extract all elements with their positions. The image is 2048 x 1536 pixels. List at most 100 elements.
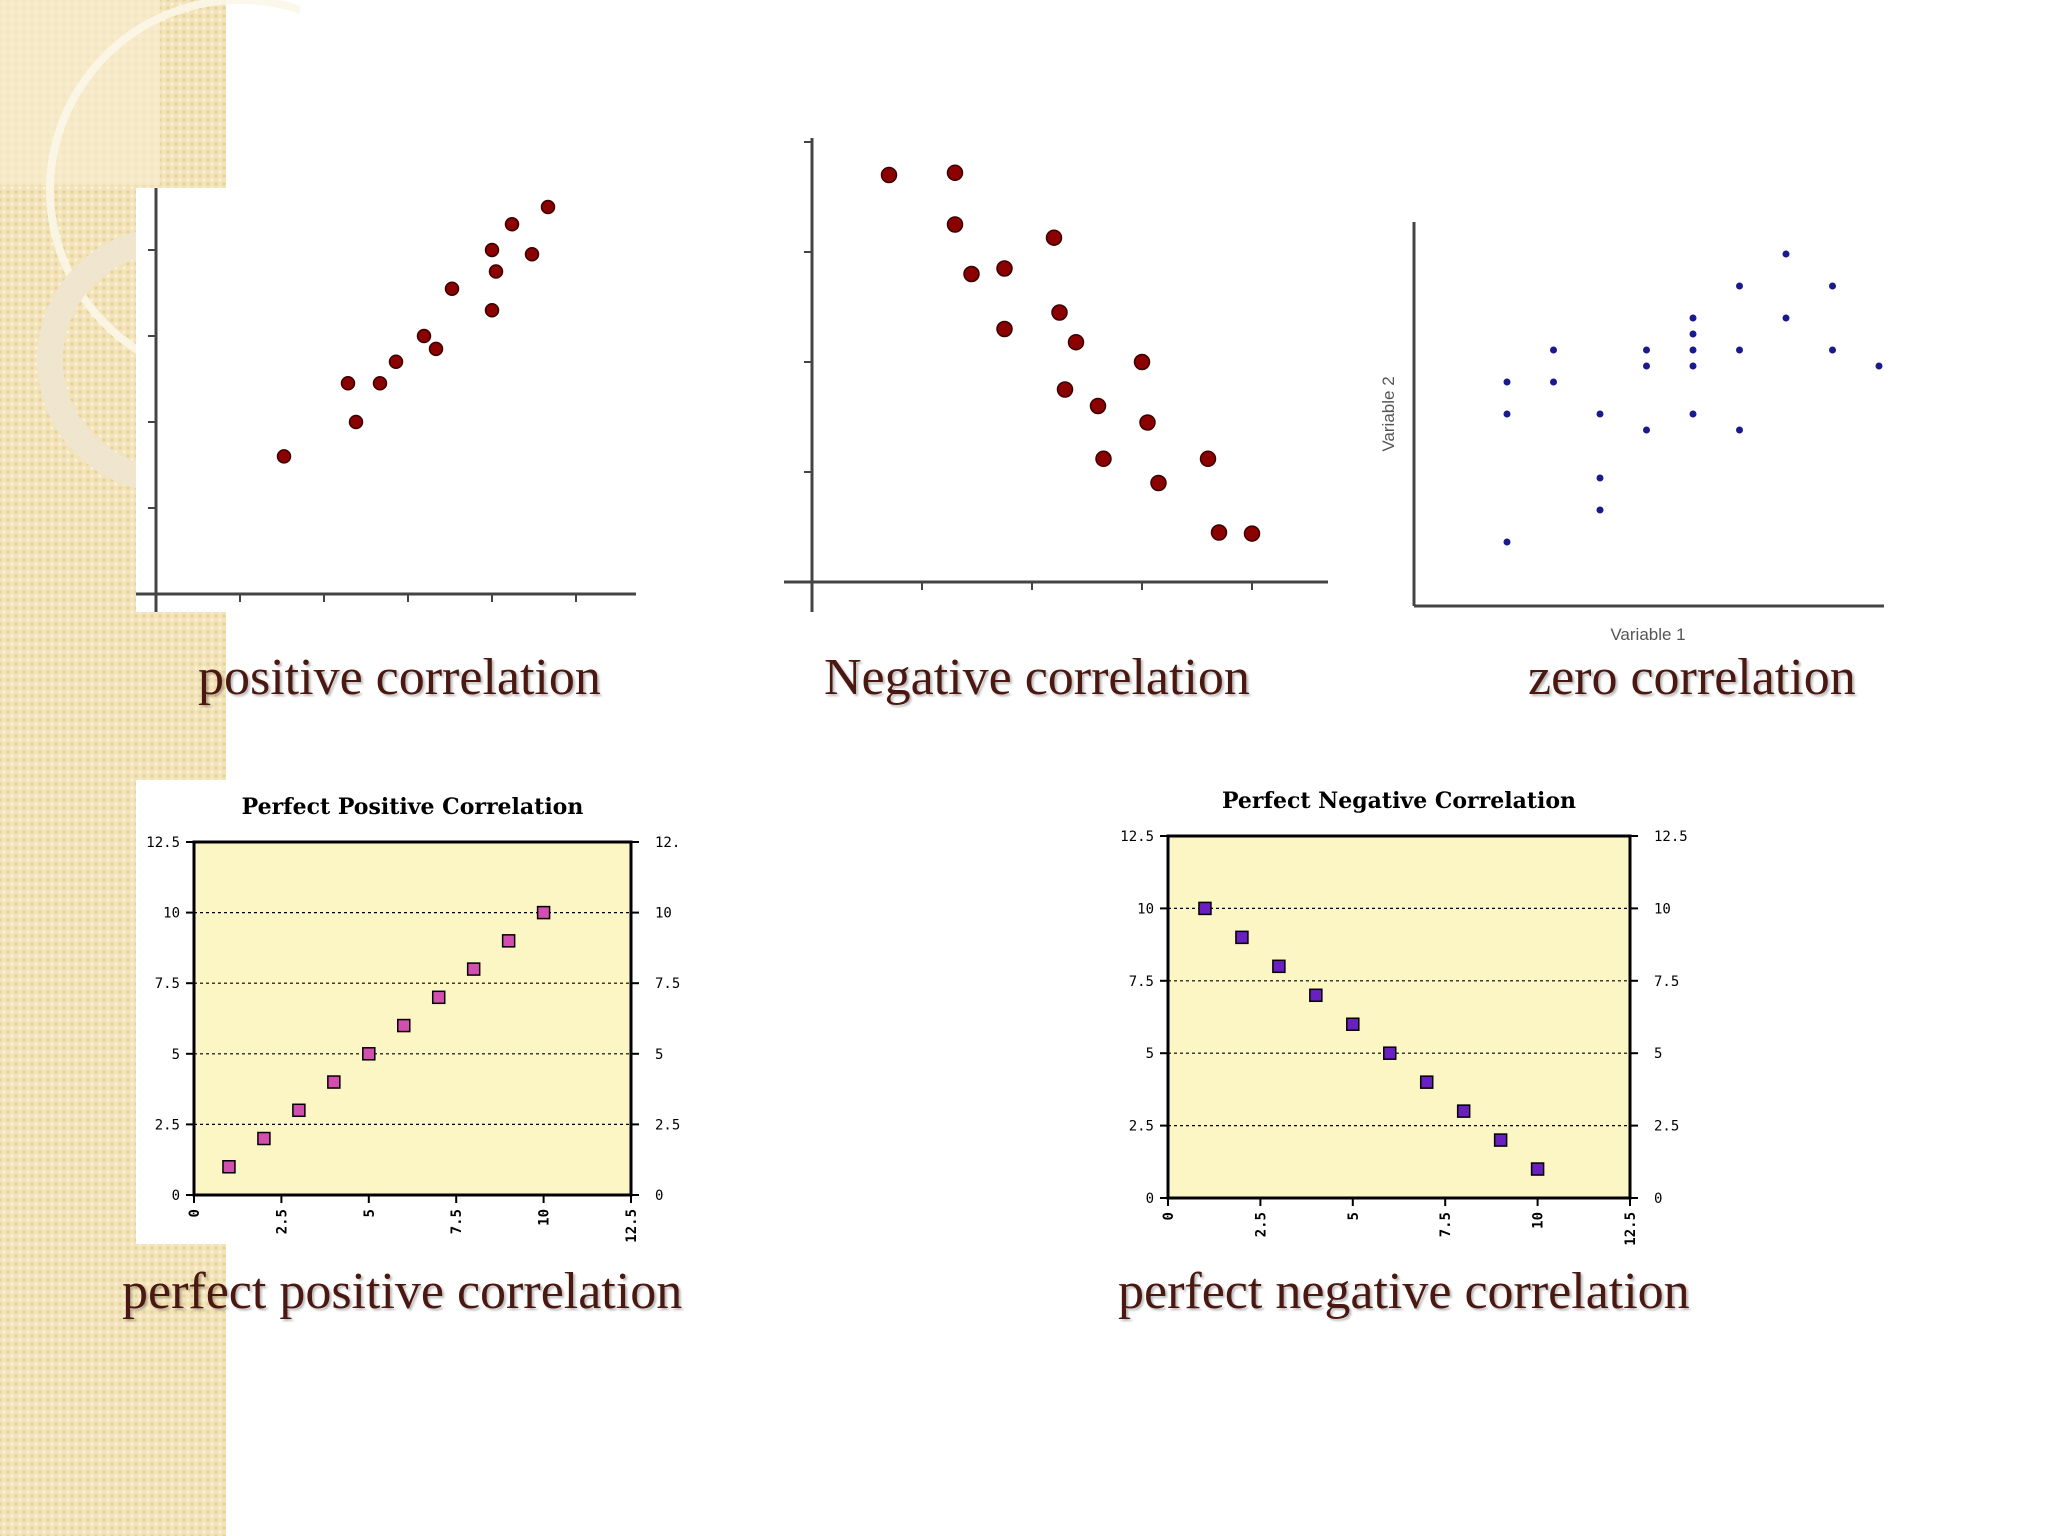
data-point: [946, 216, 964, 233]
data-point: [1056, 381, 1074, 398]
data-point: [1875, 362, 1883, 370]
y-tick-label-right: 7.5: [655, 976, 680, 992]
data-point: [372, 376, 388, 391]
data-point: [1309, 988, 1323, 1003]
y-tick-label: 0: [1146, 1191, 1154, 1207]
caption-perfect-negative: perfect negative correlation: [1118, 1263, 1690, 1320]
data-point: [348, 414, 364, 430]
perfect-positive-chart: Perfect Positive Correlation 0 0 2.5 2.5 5 5 7.…: [146, 794, 688, 1243]
y-tick-label-right: 5: [1654, 1046, 1662, 1062]
y-tick-label: 7.5: [1129, 974, 1154, 990]
data-point: [1736, 426, 1743, 434]
y-tick-label-right: 12.5: [1654, 829, 1688, 845]
data-point: [963, 265, 980, 283]
data-point: [1272, 959, 1286, 974]
data-point: [1782, 314, 1790, 322]
data-point: [1235, 930, 1249, 945]
x-tick-label: 12.5: [624, 1209, 640, 1243]
x-tick-label: 10: [1531, 1212, 1547, 1229]
data-point: [388, 354, 404, 370]
data-point: [880, 166, 898, 184]
data-point: [1243, 525, 1261, 542]
positive-chart-panel: [136, 188, 642, 612]
data-point: [1596, 474, 1604, 482]
data-point: [1139, 414, 1156, 431]
plot-frame: [192, 840, 633, 1197]
data-point: [1550, 346, 1557, 354]
x-tick-label: 5: [1346, 1212, 1362, 1220]
data-point: [1095, 450, 1112, 468]
x-axis-label: Variable 1: [1610, 625, 1685, 644]
caption-positive: positive correlation: [198, 649, 601, 706]
data-point: [488, 264, 504, 279]
x-tick-label: 12.5: [1623, 1212, 1639, 1246]
data-point: [431, 990, 446, 1005]
data-point: [1689, 314, 1697, 322]
data-point: [1503, 410, 1511, 418]
data-point: [1829, 346, 1836, 354]
data-point: [292, 1103, 306, 1118]
y-tick-label-right: 7.5: [1654, 974, 1679, 990]
perfect-positive-chart-panel: Perfect Positive Correlation 0 0 2.5 2.5 5 5 7.…: [136, 780, 689, 1244]
data-point: [1051, 304, 1068, 321]
plot-frame: [1166, 834, 1632, 1200]
data-point: [1782, 250, 1790, 258]
positive-correlation-chart: [136, 188, 636, 612]
zero-chart-panel: Variable 1 Variable 2: [1370, 210, 1910, 650]
data-point: [1643, 362, 1650, 370]
y-tick-label-right: 2.5: [655, 1117, 680, 1133]
data-point: [1689, 362, 1697, 370]
zero-correlation-chart: Variable 1 Variable 2: [1379, 222, 1884, 644]
data-point: [340, 376, 356, 391]
x-tick-label: 0: [187, 1209, 203, 1217]
perfect-negative-chart-panel: Perfect Negative Correlation 0 0 2.5 2.5 5 5 7.…: [1110, 782, 1690, 1262]
y-tick-label: 0: [172, 1188, 180, 1204]
data-point: [1530, 1162, 1545, 1176]
data-point: [1689, 410, 1697, 418]
data-point: [416, 328, 432, 344]
y-tick-label: 5: [1146, 1046, 1154, 1062]
negative-correlation-chart: [784, 138, 1328, 612]
data-point: [1045, 229, 1063, 246]
data-point: [222, 1160, 236, 1174]
y-tick-label-right: 12.5: [655, 835, 680, 851]
y-tick-label-right: 0: [1654, 1191, 1662, 1207]
data-point: [1210, 524, 1228, 541]
data-point: [524, 247, 540, 262]
data-point: [484, 302, 500, 318]
data-point: [1596, 410, 1604, 418]
data-point: [362, 1047, 376, 1061]
data-point: [1689, 330, 1697, 338]
x-tick-label: 10: [537, 1209, 553, 1226]
y-tick-label: 10: [1137, 901, 1154, 917]
data-point: [1150, 474, 1167, 492]
y-tick-label-right: 10: [655, 906, 672, 922]
data-point: [444, 281, 460, 296]
data-point: [327, 1075, 341, 1089]
x-tick-label: 7.5: [1438, 1212, 1454, 1237]
y-tick-label-right: 2.5: [1654, 1119, 1679, 1135]
plot-area: [1168, 836, 1630, 1198]
data-point: [1383, 1046, 1397, 1060]
y-tick-label-right: 10: [1654, 901, 1671, 917]
chart-title: Perfect Positive Correlation: [242, 794, 584, 820]
data-point: [1067, 333, 1085, 351]
data-point: [1829, 282, 1836, 290]
data-point: [1503, 378, 1511, 386]
y-tick-label-right: 5: [655, 1047, 663, 1063]
x-tick-label: 0: [1161, 1212, 1177, 1220]
x-tick-label: 2.5: [274, 1209, 290, 1234]
x-tick-label: 5: [362, 1209, 378, 1217]
y-tick-label: 5: [172, 1047, 180, 1063]
chart-title: Perfect Negative Correlation: [1222, 788, 1576, 814]
x-tick-label: 2.5: [1253, 1212, 1269, 1237]
data-point: [484, 242, 500, 258]
data-point: [276, 449, 292, 464]
data-point: [501, 934, 516, 948]
caption-negative: Negative correlation: [824, 649, 1250, 706]
data-point: [1089, 397, 1107, 415]
y-tick-label: 2.5: [155, 1117, 180, 1133]
y-tick-label: 12.5: [146, 835, 180, 851]
